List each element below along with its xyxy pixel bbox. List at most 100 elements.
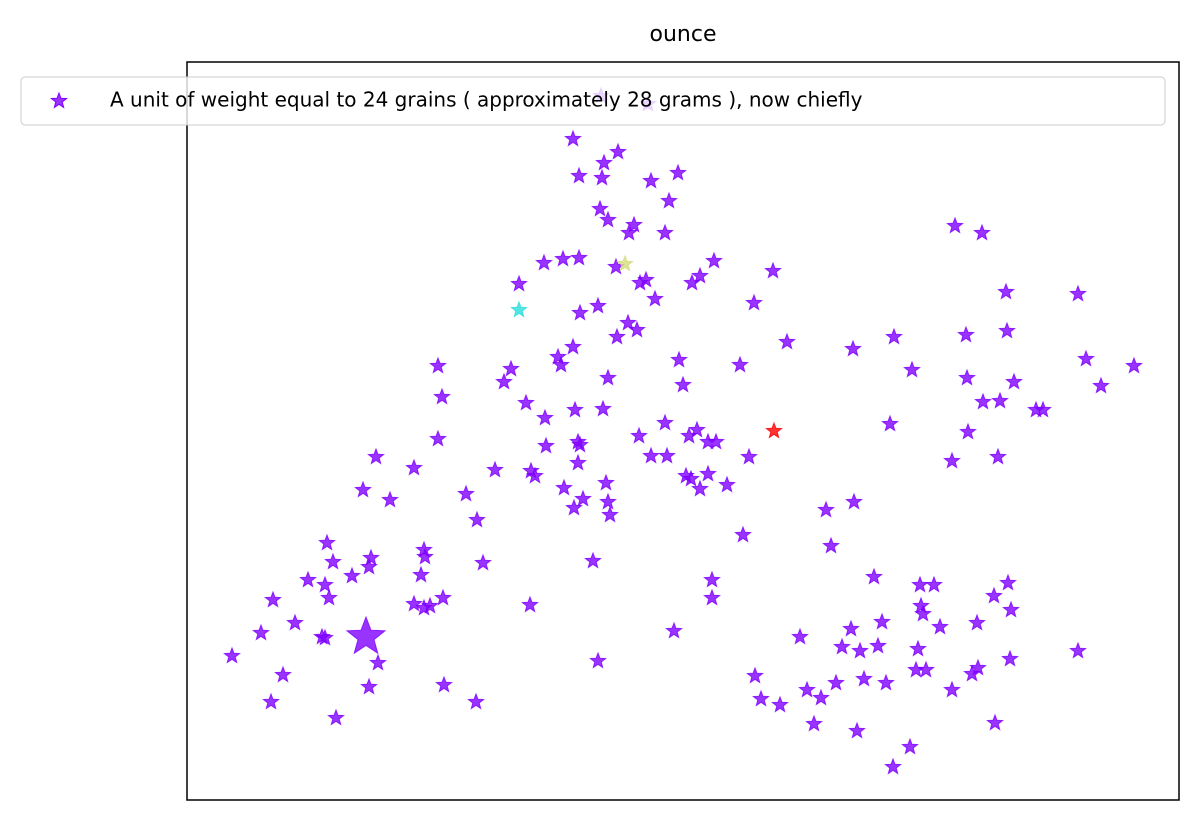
point [274, 665, 292, 683]
point [434, 588, 452, 606]
point [609, 142, 627, 160]
point [999, 573, 1017, 591]
point [968, 613, 986, 631]
point [620, 223, 638, 241]
point [369, 653, 387, 671]
point [536, 408, 554, 426]
point [262, 692, 280, 710]
point [327, 708, 345, 726]
point [798, 680, 816, 698]
point [316, 575, 334, 593]
point [1092, 376, 1110, 394]
point [703, 570, 721, 588]
point [570, 166, 588, 184]
point [1125, 356, 1143, 374]
point [594, 399, 612, 417]
point [943, 680, 961, 698]
point [884, 757, 902, 775]
point [637, 270, 655, 288]
point [746, 666, 764, 684]
point [601, 505, 619, 523]
point [914, 604, 932, 622]
point [457, 484, 475, 502]
point [535, 253, 553, 271]
point [264, 590, 282, 608]
point [718, 475, 736, 493]
point [670, 350, 688, 368]
point [1069, 284, 1087, 302]
point [552, 355, 570, 373]
point [707, 432, 725, 450]
point [925, 575, 943, 593]
point [642, 171, 660, 189]
point [564, 337, 582, 355]
legend-box [20, 76, 1166, 126]
point [495, 372, 513, 390]
point [599, 492, 617, 510]
point [691, 266, 709, 284]
point [381, 490, 399, 508]
point [917, 660, 935, 678]
point [778, 332, 796, 350]
point [537, 436, 555, 454]
point [745, 293, 763, 311]
point [416, 547, 434, 565]
point [554, 249, 572, 267]
point [997, 282, 1015, 300]
point [881, 414, 899, 432]
point [565, 498, 583, 516]
point [345, 615, 387, 655]
point [421, 596, 439, 614]
point [619, 313, 637, 331]
point [584, 551, 602, 569]
point [851, 641, 869, 659]
point [912, 596, 930, 614]
point [764, 261, 782, 279]
point [435, 675, 453, 693]
point [574, 489, 592, 507]
point [549, 347, 567, 365]
point [1069, 641, 1087, 659]
point [812, 688, 830, 706]
point [959, 422, 977, 440]
point [943, 451, 961, 469]
point [805, 714, 823, 732]
point [526, 466, 544, 484]
point [669, 163, 687, 181]
point [510, 300, 528, 318]
point [599, 368, 617, 386]
point [597, 473, 615, 491]
point [286, 613, 304, 631]
point [877, 673, 895, 691]
plot-frame [186, 61, 1180, 801]
point [360, 557, 378, 575]
point [946, 216, 964, 234]
point [848, 721, 866, 739]
point [958, 368, 976, 386]
point [616, 254, 634, 272]
point [901, 737, 919, 755]
point [589, 296, 607, 314]
point [599, 210, 617, 228]
point [362, 548, 380, 566]
point [467, 692, 485, 710]
point [705, 251, 723, 269]
point [569, 453, 587, 471]
point [468, 510, 486, 528]
point [630, 426, 648, 444]
point [873, 612, 891, 630]
point [703, 588, 721, 606]
point [842, 619, 860, 637]
point [625, 215, 643, 233]
point [1002, 600, 1020, 618]
point [1034, 400, 1052, 418]
legend-label: A unit of weight equal to 24 grains ( ap… [110, 88, 863, 112]
point [1001, 649, 1019, 667]
point [517, 393, 535, 411]
point [429, 429, 447, 447]
point [343, 566, 361, 584]
point [665, 621, 683, 639]
point [566, 400, 584, 418]
legend: A unit of weight equal to 24 grains ( ap… [20, 76, 1166, 126]
